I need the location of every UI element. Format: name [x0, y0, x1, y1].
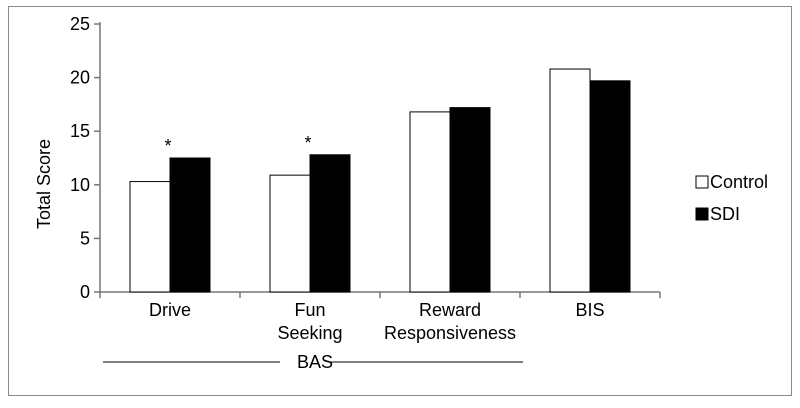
significance-asterisk: *	[164, 136, 171, 156]
y-tick-label: 25	[70, 14, 90, 34]
significance-asterisk: *	[304, 133, 311, 153]
legend-label-sdi: SDI	[710, 204, 740, 224]
y-axis-label: Total Score	[34, 139, 54, 229]
category-label-1: Fun Seeking	[277, 300, 342, 343]
bar-sdi-3	[589, 80, 631, 293]
bar-control-2	[409, 111, 451, 293]
bar-sdi-0	[169, 157, 211, 293]
bar-control-1	[269, 174, 311, 293]
bar-sdi-2	[449, 107, 491, 293]
y-tick-label: 15	[70, 121, 90, 141]
bars	[129, 68, 631, 293]
bar-control-3	[549, 68, 591, 293]
legend-swatch-control	[695, 175, 709, 189]
bar-control-0	[129, 181, 171, 293]
significance-marks: * *	[164, 133, 311, 156]
category-label-3: BIS	[575, 300, 604, 320]
bas-group-bracket: BAS	[103, 352, 523, 372]
y-ticks: 0 5 10 15 20 25	[70, 14, 100, 302]
category-label-0: Drive	[149, 300, 191, 320]
bar-sdi-1	[309, 154, 351, 293]
y-tick-label: 20	[70, 68, 90, 88]
y-tick-label: 0	[80, 282, 90, 302]
category-label-2: Reward Responsiveness	[384, 300, 516, 343]
legend-label-control: Control	[710, 172, 768, 192]
group-label: BAS	[297, 352, 333, 372]
legend: Control SDI	[695, 172, 768, 224]
y-tick-label: 10	[70, 175, 90, 195]
figure-border	[8, 6, 792, 396]
category-labels: Drive Fun Seeking Reward Responsiveness BIS	[149, 300, 605, 343]
y-tick-label: 5	[80, 228, 90, 248]
legend-swatch-sdi	[695, 207, 709, 221]
